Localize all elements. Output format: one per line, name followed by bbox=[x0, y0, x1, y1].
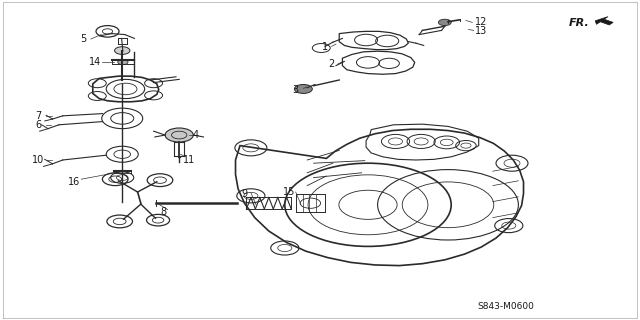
Text: 14: 14 bbox=[88, 57, 101, 67]
Text: 5: 5 bbox=[80, 34, 86, 44]
Text: 4: 4 bbox=[192, 130, 198, 140]
Circle shape bbox=[165, 128, 193, 142]
Circle shape bbox=[438, 19, 451, 26]
Circle shape bbox=[294, 84, 312, 93]
Text: 13: 13 bbox=[475, 26, 488, 36]
Text: 1: 1 bbox=[322, 42, 328, 52]
Text: 9: 9 bbox=[241, 188, 248, 199]
Text: 6: 6 bbox=[35, 120, 42, 130]
Text: FR.: FR. bbox=[569, 18, 589, 28]
Text: 8: 8 bbox=[160, 207, 166, 217]
Circle shape bbox=[115, 47, 130, 54]
Polygon shape bbox=[595, 17, 613, 25]
Text: 3: 3 bbox=[292, 84, 299, 95]
Text: 11: 11 bbox=[182, 155, 195, 165]
Text: S843-M0600: S843-M0600 bbox=[477, 302, 534, 311]
Text: 7: 7 bbox=[35, 111, 42, 121]
Circle shape bbox=[118, 60, 128, 65]
Text: 2: 2 bbox=[328, 59, 335, 69]
Text: 12: 12 bbox=[475, 17, 488, 28]
Text: 16: 16 bbox=[67, 177, 80, 187]
Text: 10: 10 bbox=[32, 155, 45, 165]
Text: 15: 15 bbox=[283, 187, 296, 197]
